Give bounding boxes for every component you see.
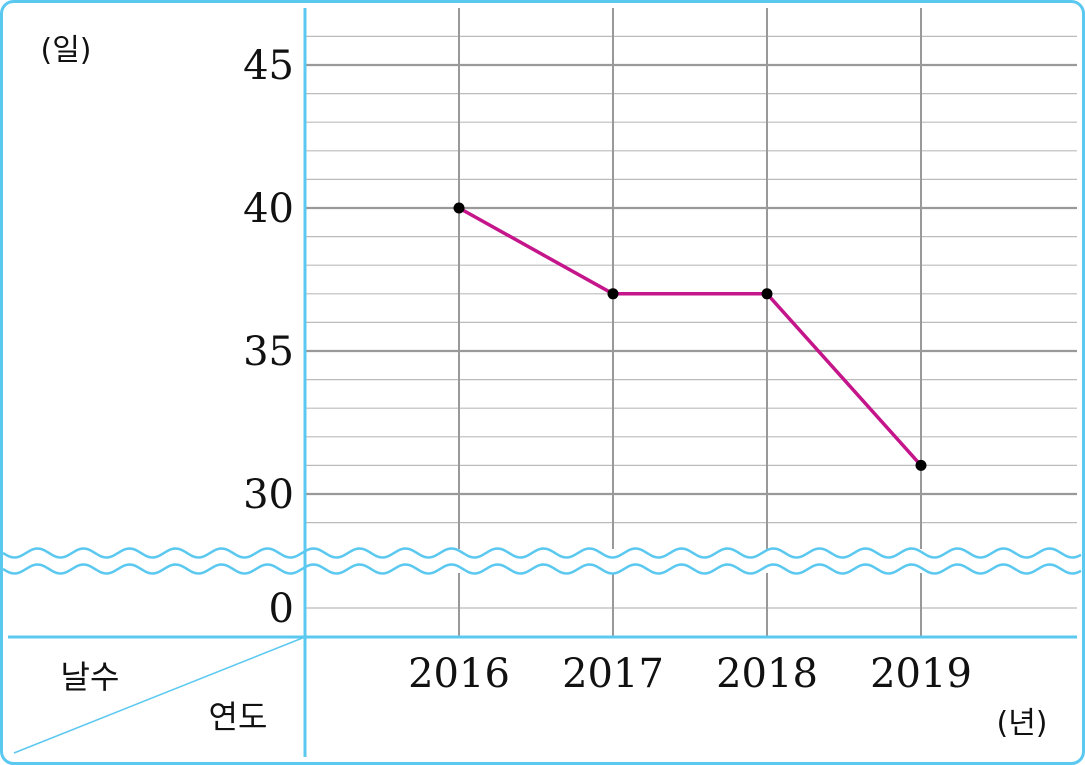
y-tick-label: 30 — [243, 472, 294, 518]
data-point — [761, 288, 773, 300]
header-row-label: 날수 — [61, 658, 120, 696]
x-tick-label: 2019 — [870, 651, 972, 697]
x-tick-label: 2016 — [408, 651, 510, 697]
x-tick-labels: 2016 2017 2018 2019 — [408, 651, 972, 697]
series-polyline — [458, 206, 923, 467]
series-line — [458, 206, 923, 467]
y-unit-label: (일) — [40, 33, 91, 68]
x-tick-label: 2017 — [562, 651, 664, 697]
y-tick-label: 35 — [243, 329, 294, 375]
header-col-label: 연도 — [209, 698, 268, 736]
header-diagonal — [13, 636, 306, 754]
y-tick-label: 45 — [243, 43, 294, 89]
x-unit-label: (년) — [996, 706, 1047, 741]
axis-break-wave — [2, 547, 1082, 575]
data-point — [453, 202, 465, 214]
axis-break-wave-upper — [2, 547, 1082, 559]
data-point — [607, 288, 619, 300]
series-markers — [453, 202, 927, 471]
y-tick-label: 0 — [269, 586, 294, 632]
axis-break-wave-lower — [2, 563, 1082, 575]
y-tick-label: 40 — [243, 186, 294, 232]
y-tick-labels: 0 30 35 40 45 — [243, 43, 294, 632]
data-point — [915, 459, 927, 471]
grid-lines — [305, 8, 1077, 637]
x-tick-label: 2018 — [716, 651, 818, 697]
